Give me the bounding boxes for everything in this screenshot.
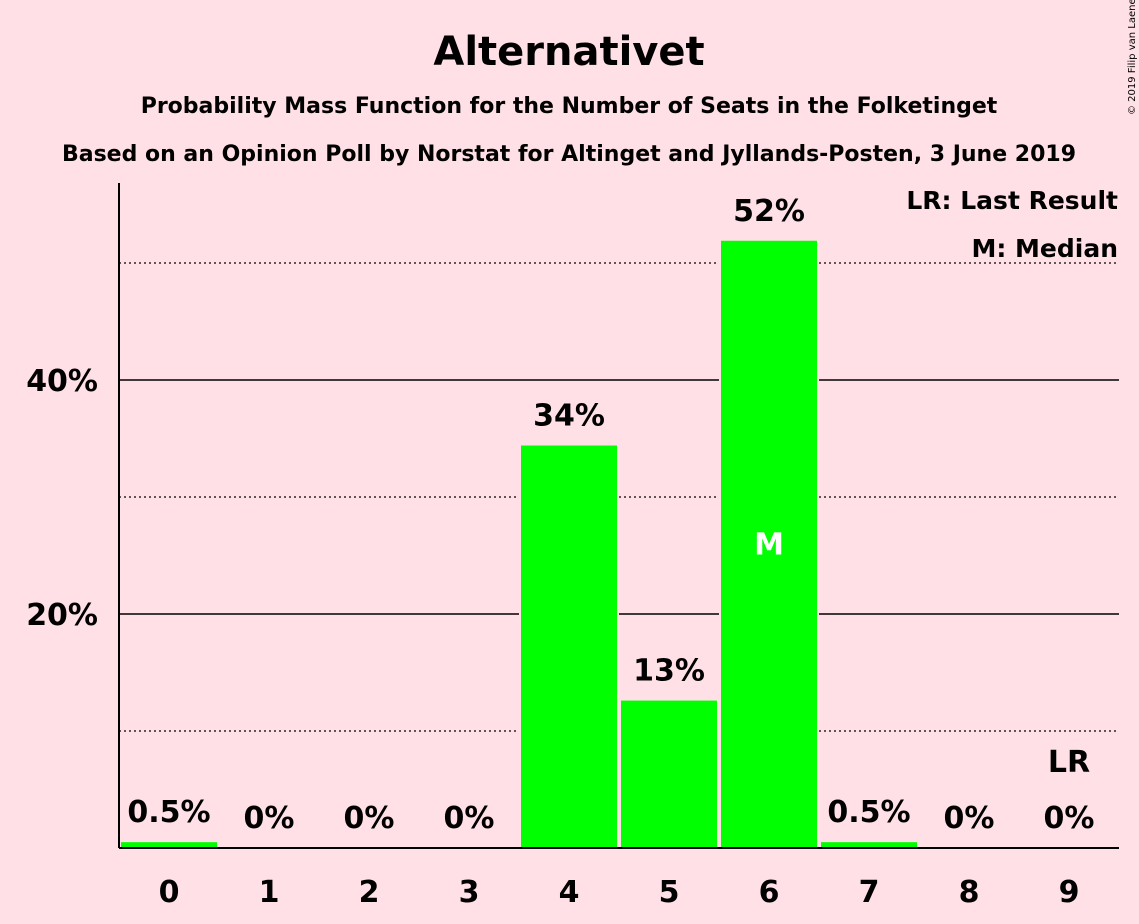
legend: LR: Last Result M: Median	[906, 186, 1118, 263]
bar	[521, 445, 617, 848]
legend-last-result: LR: Last Result	[906, 186, 1118, 215]
y-tick-label: 40%	[26, 364, 98, 399]
data-label: 34%	[533, 399, 605, 434]
data-label: 0%	[1044, 801, 1095, 836]
x-tick-label: 3	[459, 875, 480, 910]
data-label: 0%	[444, 801, 495, 836]
x-tick-label: 7	[859, 875, 880, 910]
bar	[721, 240, 817, 848]
data-label: 0%	[344, 801, 395, 836]
x-tick-label: 1	[259, 875, 280, 910]
y-axis-ticks: 20% 40%	[26, 364, 98, 633]
data-label: 0.5%	[127, 795, 210, 830]
chart-subtitle-source: Based on an Opinion Poll by Norstat for …	[62, 142, 1076, 167]
bars	[121, 240, 917, 848]
copyright-note: © 2019 Filip van Laenen	[1127, 0, 1138, 115]
bar	[821, 842, 917, 848]
data-label: 0.5%	[827, 795, 910, 830]
x-tick-label: 5	[659, 875, 680, 910]
data-label: 0%	[944, 801, 995, 836]
legend-median: M: Median	[971, 234, 1118, 263]
last-result-marker: LR	[1048, 745, 1090, 780]
chart-title: Alternativet	[433, 29, 704, 75]
x-tick-label: 2	[359, 875, 380, 910]
y-tick-label: 20%	[26, 598, 98, 633]
data-label: 0%	[244, 801, 295, 836]
data-label: 13%	[633, 654, 705, 689]
chart-subtitle: Probability Mass Function for the Number…	[141, 94, 998, 119]
value-labels: 0.5% 0% 0% 0% 34% 13% 52% M 0.5% 0% 0% LR	[127, 194, 1094, 836]
data-label: 52%	[733, 194, 805, 229]
x-axis-ticks: 0 1 2 3 4 5 6 7 8 9	[159, 875, 1080, 910]
bar	[621, 700, 717, 848]
x-tick-label: 8	[959, 875, 980, 910]
x-tick-label: 9	[1059, 875, 1080, 910]
x-tick-label: 4	[559, 875, 580, 910]
x-tick-label: 0	[159, 875, 180, 910]
x-tick-label: 6	[759, 875, 780, 910]
median-marker: M	[754, 527, 784, 562]
bar	[121, 842, 217, 848]
gridlines	[119, 262, 1119, 732]
